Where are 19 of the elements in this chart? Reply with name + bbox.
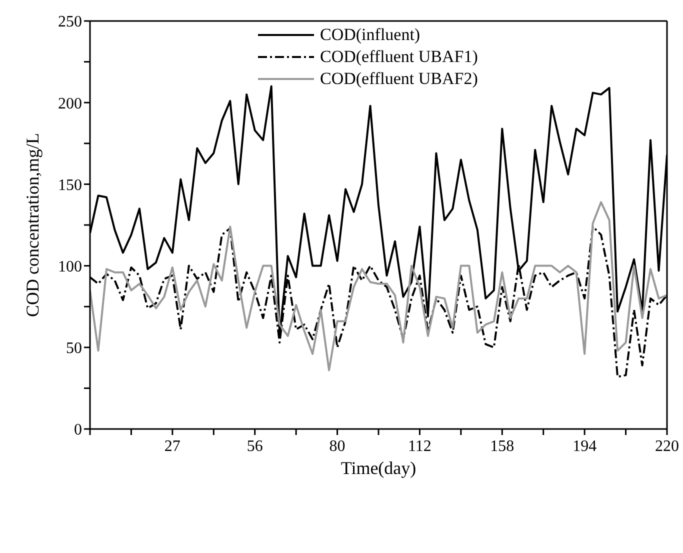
y-tick-label: 50 bbox=[66, 340, 82, 358]
x-axis-title: Time(day) bbox=[340, 458, 416, 478]
x-tick-label: 194 bbox=[572, 438, 597, 455]
x-tick-label: 158 bbox=[490, 438, 514, 455]
x-tick-label: 112 bbox=[408, 438, 432, 455]
x-tick-label: 27 bbox=[164, 438, 180, 455]
legend-label: COD(influent) bbox=[320, 24, 420, 46]
y-axis-title: COD concentration,mg/L bbox=[22, 133, 42, 317]
legend-label: COD(effluent UBAF2) bbox=[320, 68, 478, 90]
y-tick-label: 0 bbox=[74, 422, 82, 439]
y-tick-label: 100 bbox=[58, 258, 82, 276]
x-tick-label: 220 bbox=[655, 438, 679, 455]
x-tick-label: 56 bbox=[246, 438, 263, 455]
line-series bbox=[90, 201, 667, 372]
y-tick-label: 150 bbox=[58, 176, 82, 194]
y-tick-label: 250 bbox=[58, 14, 82, 31]
y-tick-label: 200 bbox=[58, 95, 82, 112]
x-tick-label: 80 bbox=[329, 438, 346, 455]
legend-label: COD(effluent UBAF1) bbox=[320, 46, 478, 68]
